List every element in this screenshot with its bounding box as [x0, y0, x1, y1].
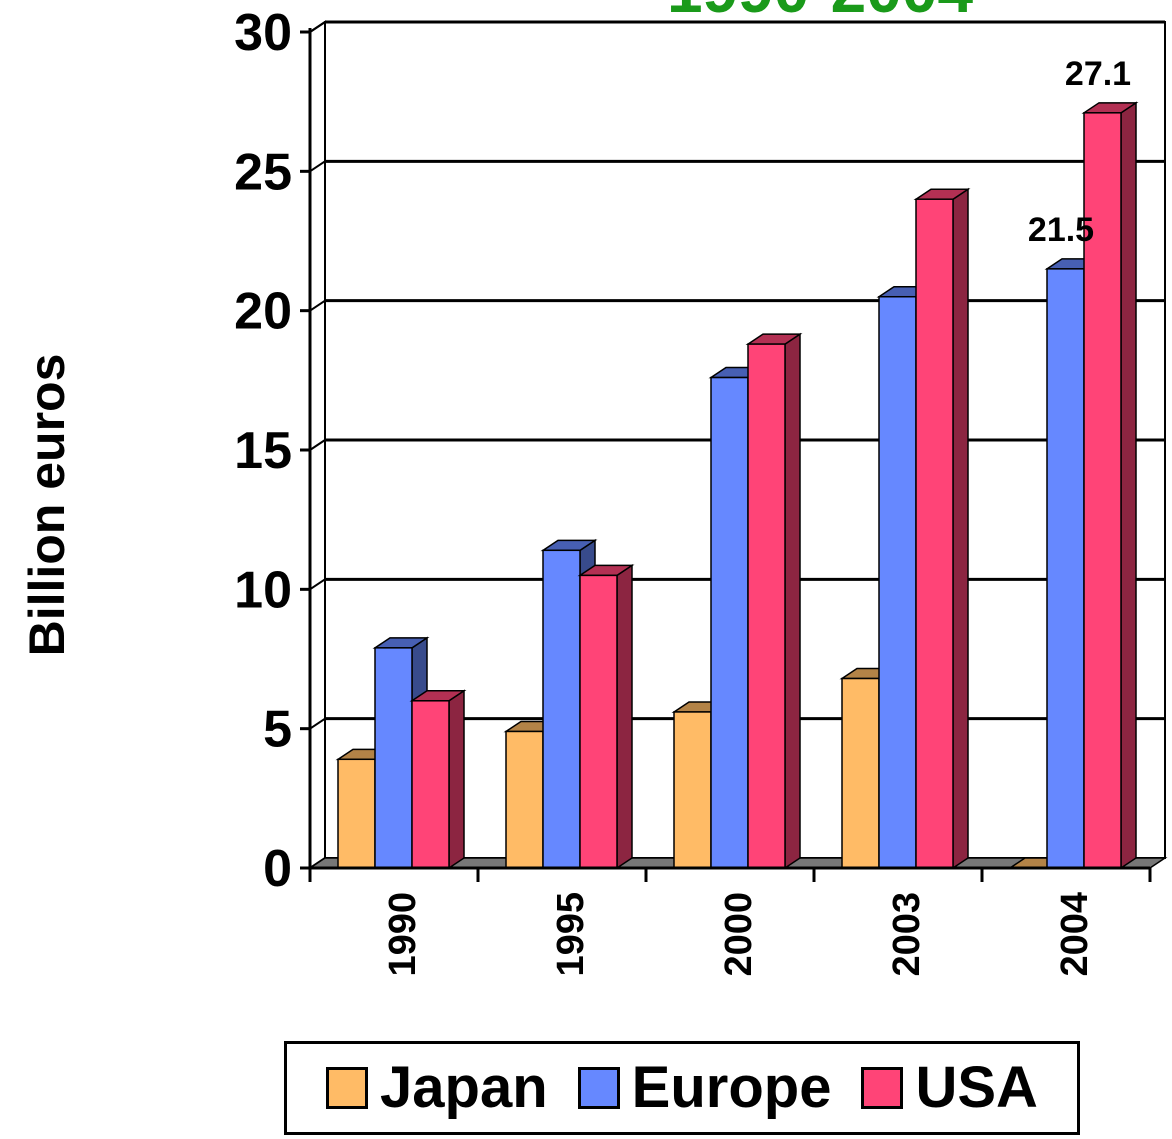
legend-label: Japan: [380, 1055, 548, 1120]
x-tick-label: 2004: [1054, 892, 1096, 977]
bar-side: [1120, 101, 1137, 870]
y-tick-label: 10: [234, 561, 292, 619]
x-tick-label: 1995: [550, 892, 592, 977]
gridline-diagonal-25: [309, 160, 326, 173]
gridline-diagonal-10: [309, 578, 326, 591]
legend-entry-europe: Europe: [577, 1055, 832, 1120]
y-tick-label: 30: [234, 4, 292, 62]
bar-front: [915, 198, 954, 869]
data-labels: 21.5 27.1: [1028, 55, 1131, 249]
x-tick-label: 2000: [718, 892, 760, 977]
x-tick-label: 1990: [382, 892, 424, 977]
bar-side: [952, 187, 969, 870]
legend-label: USA: [915, 1055, 1038, 1120]
bar-side: [448, 689, 465, 870]
bar-front: [374, 647, 413, 869]
bar-usa-2000: [745, 332, 803, 870]
y-axis-ticks: 0 5 10 15 20 25 30: [234, 4, 310, 898]
bar-front: [673, 711, 712, 869]
bar-front: [505, 730, 544, 869]
bar-front: [579, 574, 618, 869]
legend-swatch: [326, 1067, 369, 1109]
data-label-usa-2004: 27.1: [1065, 55, 1131, 93]
bars: [335, 101, 1139, 870]
legend: Japan Europe USA: [284, 1041, 1080, 1135]
bar-usa-1990: [409, 689, 467, 870]
bar-europe-1990: [372, 636, 430, 870]
bar-front: [337, 758, 376, 869]
x-axis-ticks: 1990 1995 2000 2003 2004: [308, 868, 1152, 977]
legend-swatch: [861, 1067, 904, 1109]
bar-front: [878, 295, 917, 869]
chart-title: 1990-2004: [667, 0, 973, 26]
gridline-diagonal-20: [309, 299, 326, 312]
bar-side: [616, 563, 633, 870]
legend-entry-usa: USA: [861, 1055, 1038, 1120]
legend-entry-japan: Japan: [326, 1059, 548, 1117]
gridline-diagonal-30: [309, 21, 326, 33]
y-tick-label: 25: [234, 143, 292, 201]
bar-front: [411, 700, 450, 869]
y-axis-title: Billion euros: [19, 354, 75, 657]
bar-front: [747, 343, 786, 869]
legend-label: Europe: [631, 1055, 832, 1120]
y-tick-label: 15: [234, 422, 292, 480]
bar-front: [1046, 268, 1085, 869]
gridline-diagonal-5: [309, 717, 326, 730]
bar-side: [784, 332, 801, 870]
bar-front: [1083, 112, 1122, 869]
bar-usa-2004: [1081, 101, 1139, 870]
bar-usa-1995: [577, 563, 635, 870]
bar-front: [710, 376, 749, 869]
y-tick-label: 5: [263, 701, 292, 759]
bar-usa-2003: [913, 187, 971, 870]
y-tick-label: 20: [234, 283, 292, 341]
x-tick-label: 2003: [886, 892, 928, 977]
legend-swatch: [577, 1067, 620, 1109]
y-tick-label: 0: [263, 840, 292, 898]
data-label-europe-2004: 21.5: [1028, 211, 1094, 249]
gridline-diagonal-15: [309, 439, 326, 451]
bar-front: [542, 549, 581, 869]
bar-front: [841, 677, 880, 869]
